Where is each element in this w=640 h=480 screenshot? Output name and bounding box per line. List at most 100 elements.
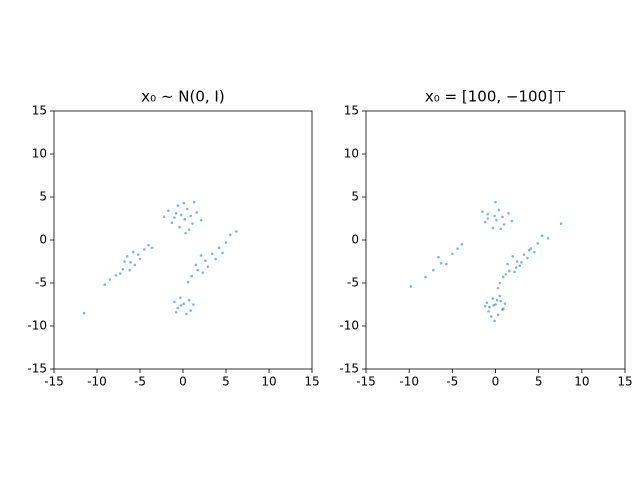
scatter-point xyxy=(194,263,198,267)
y-tick-label: 0 xyxy=(39,233,47,247)
scatter-point xyxy=(486,212,490,216)
scatter-point xyxy=(529,247,533,250)
scatter-point xyxy=(176,306,180,310)
scatter-point xyxy=(103,283,107,287)
scatter-point xyxy=(190,274,193,278)
y-tick-label: 15 xyxy=(32,104,47,118)
chart-title: x₀ = [100, −100]⊤ xyxy=(425,88,566,106)
scatter-point xyxy=(456,247,459,250)
x-tick-label: 15 xyxy=(304,375,319,389)
scatter-point xyxy=(488,305,491,309)
scatter-point xyxy=(515,260,519,263)
scatter-point xyxy=(518,264,521,268)
scatter-point xyxy=(496,286,500,290)
y-tick-label: -5 xyxy=(347,276,359,290)
scatter-point xyxy=(526,256,529,260)
scatter-point xyxy=(424,275,427,279)
scatter-point xyxy=(221,251,224,255)
scatter-point xyxy=(514,266,518,269)
scatter-point xyxy=(170,221,174,225)
scatter-point xyxy=(195,211,199,214)
scatter-point xyxy=(138,257,142,261)
scatter-point xyxy=(483,220,487,224)
x-tick-label: 5 xyxy=(222,375,230,389)
scatter-point xyxy=(136,253,140,256)
scatter-point xyxy=(451,252,454,256)
x-tick-label: 15 xyxy=(617,375,632,389)
x-tick-label: 0 xyxy=(492,375,500,389)
scatter-point xyxy=(498,281,502,285)
scatter-point xyxy=(186,280,190,284)
chart-title: x₀ ∼ N(0, I) xyxy=(141,88,224,106)
scatter-point xyxy=(483,304,487,308)
scatter-point xyxy=(147,243,150,247)
x-tick-label: 0 xyxy=(179,375,187,389)
scatter-point xyxy=(176,204,180,207)
scatter-point xyxy=(444,262,448,266)
x-tick-label: -5 xyxy=(446,375,458,389)
scatter-point xyxy=(206,265,210,268)
y-tick-label: -10 xyxy=(27,319,47,333)
scatter-point xyxy=(196,268,199,272)
x-tick-label: -10 xyxy=(87,375,107,389)
scatter-point xyxy=(174,310,178,314)
scatter-point xyxy=(508,269,511,273)
scatter-point xyxy=(184,231,187,235)
y-tick-label: 5 xyxy=(39,190,47,204)
scatter-point xyxy=(210,252,214,256)
scatter-point xyxy=(167,209,170,213)
scatter-point xyxy=(185,312,188,316)
scatter-point xyxy=(496,313,500,317)
scatter-point xyxy=(432,268,435,272)
scatter-point xyxy=(504,273,508,276)
scatter-point xyxy=(178,225,181,229)
scatter-point xyxy=(513,270,516,274)
scatter-point xyxy=(143,248,146,251)
scatter-point xyxy=(183,218,187,221)
scatter-point xyxy=(192,200,196,204)
y-tick-label: 10 xyxy=(32,147,47,161)
scatter-point xyxy=(499,299,502,303)
scatter-point xyxy=(214,257,217,261)
scatter-point xyxy=(224,241,228,244)
scatter-point xyxy=(533,250,536,254)
scatter-point xyxy=(536,242,540,245)
scatter-point xyxy=(491,297,495,300)
scatter-point xyxy=(520,261,523,264)
scatter-point xyxy=(128,268,131,272)
scatter-point xyxy=(189,309,193,312)
scatter-point xyxy=(501,307,505,311)
scatter-point xyxy=(503,302,507,305)
scatter-point xyxy=(121,267,125,271)
scatter-point xyxy=(162,215,166,219)
y-tick-label: 0 xyxy=(351,233,359,247)
scatter-point xyxy=(123,260,126,263)
x-tick-label: -15 xyxy=(44,375,64,389)
scatter-point xyxy=(493,214,496,218)
scatter-point xyxy=(187,228,191,231)
scatter-point xyxy=(187,298,191,302)
scatter-point xyxy=(409,285,413,288)
scatter-point xyxy=(497,208,501,212)
scatter-point xyxy=(199,254,203,257)
scatter-point xyxy=(131,250,135,254)
y-tick-label: 15 xyxy=(344,104,359,118)
scatter-point xyxy=(507,212,510,215)
scatter-point xyxy=(506,262,509,266)
scatter-point xyxy=(174,212,178,215)
scatter-point xyxy=(501,275,505,279)
scatter-point xyxy=(129,261,132,264)
scatter-point xyxy=(114,273,118,277)
scatter-point xyxy=(439,261,443,265)
scatter-point xyxy=(179,304,183,307)
scatter-point xyxy=(502,223,506,226)
y-tick-label: -15 xyxy=(339,362,359,376)
scatter-point xyxy=(235,230,238,233)
scatter-point xyxy=(491,226,495,230)
scatter-point xyxy=(460,243,464,246)
x-tick-label: 10 xyxy=(261,375,276,389)
axes-frame xyxy=(53,110,313,370)
x-tick-label: -10 xyxy=(399,375,419,389)
scatter-point xyxy=(118,272,122,275)
scatter-point xyxy=(510,219,514,223)
